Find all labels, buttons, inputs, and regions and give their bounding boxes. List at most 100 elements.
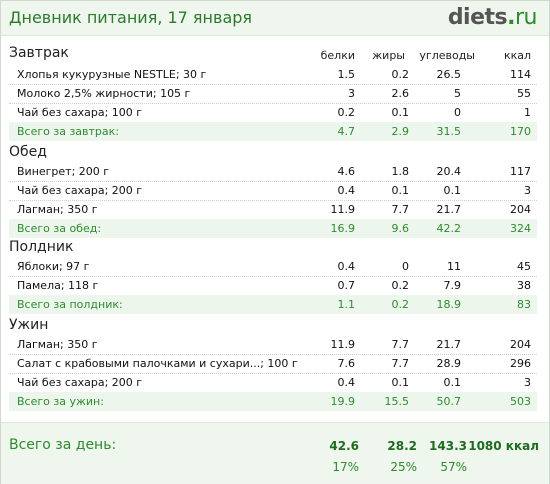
total-label: Всего за обед: bbox=[17, 222, 102, 235]
food-carbs: 21.7 bbox=[436, 203, 462, 216]
food-protein: 0.7 bbox=[337, 279, 356, 292]
food-row: Молоко 2,5% жирности; 105 г 3 2.6 5 55 bbox=[9, 84, 537, 104]
col-carbs: углеводы bbox=[419, 49, 475, 62]
food-protein: 11.9 bbox=[330, 338, 356, 351]
day-carbs-pct: 57% bbox=[440, 460, 467, 474]
food-carbs: 0.1 bbox=[443, 184, 462, 197]
food-row: Чай без сахара; 200 г 0.4 0.1 0.1 3 bbox=[9, 373, 537, 393]
food-name: Чай без сахара; 200 г bbox=[17, 376, 143, 389]
food-fat: 0.1 bbox=[391, 184, 410, 197]
total-fat: 0.2 bbox=[391, 298, 410, 311]
food-fat: 0.1 bbox=[391, 376, 410, 389]
meal-title: Ужин bbox=[9, 317, 49, 333]
food-row: Лагман; 350 г 11.9 7.7 21.7 204 bbox=[9, 335, 537, 355]
col-kcal: ккал bbox=[503, 49, 531, 62]
food-protein: 4.6 bbox=[337, 165, 356, 178]
food-name: Памела; 118 г bbox=[17, 279, 99, 292]
food-protein: 0.2 bbox=[337, 106, 356, 119]
food-carbs: 26.5 bbox=[436, 68, 462, 81]
col-protein: белки bbox=[320, 49, 355, 62]
col-fat: жиры bbox=[372, 49, 405, 62]
food-kcal: 55 bbox=[517, 87, 531, 100]
food-fat: 7.7 bbox=[391, 357, 410, 370]
food-kcal: 1 bbox=[524, 106, 531, 119]
food-kcal: 3 bbox=[524, 376, 531, 389]
day-total-label: Всего за день: bbox=[9, 437, 117, 453]
meal-total-row: Всего за завтрак: 4.7 2.9 31.5 170 bbox=[9, 122, 537, 141]
day-fat-pct: 25% bbox=[390, 460, 417, 474]
food-fat: 0.2 bbox=[391, 68, 410, 81]
meal-total-row: Всего за полдник: 1.1 0.2 18.9 83 bbox=[9, 295, 537, 314]
food-row: Чай без сахара; 200 г 0.4 0.1 0.1 3 bbox=[9, 181, 537, 201]
food-fat: 0.2 bbox=[391, 279, 410, 292]
food-kcal: 38 bbox=[517, 279, 531, 292]
food-kcal: 204 bbox=[510, 203, 531, 216]
food-kcal: 117 bbox=[510, 165, 531, 178]
day-carbs: 143.3 bbox=[429, 439, 467, 453]
food-name: Чай без сахара; 100 г bbox=[17, 106, 143, 119]
total-kcal: 503 bbox=[510, 395, 531, 408]
food-carbs: 0 bbox=[454, 106, 461, 119]
food-kcal: 3 bbox=[524, 184, 531, 197]
total-kcal: 170 bbox=[510, 125, 531, 138]
total-fat: 2.9 bbox=[391, 125, 410, 138]
day-fat: 28.2 bbox=[387, 439, 417, 453]
header-bar: Дневник питания, 17 января diets.ru bbox=[1, 1, 549, 36]
food-name: Хлопья кукурузные NESTLE; 30 г bbox=[17, 68, 207, 81]
total-protein: 1.1 bbox=[337, 298, 356, 311]
food-name: Яблоки; 97 г bbox=[17, 260, 90, 273]
total-label: Всего за завтрак: bbox=[17, 125, 120, 138]
food-kcal: 114 bbox=[510, 68, 531, 81]
total-carbs: 31.5 bbox=[436, 125, 462, 138]
food-fat: 2.6 bbox=[391, 87, 410, 100]
day-protein-pct: 17% bbox=[332, 460, 359, 474]
food-carbs: 0.1 bbox=[443, 376, 462, 389]
total-carbs: 50.7 bbox=[436, 395, 462, 408]
food-protein: 3 bbox=[348, 87, 355, 100]
food-fat: 7.7 bbox=[391, 203, 410, 216]
food-protein: 1.5 bbox=[337, 68, 356, 81]
logo-tld: ru bbox=[515, 5, 538, 30]
total-fat: 15.5 bbox=[384, 395, 410, 408]
food-protein: 0.4 bbox=[337, 376, 356, 389]
food-name: Винегрет; 200 г bbox=[17, 165, 110, 178]
day-total-panel: Всего за день: 42.6 28.2 143.3 1080 ккал… bbox=[1, 422, 549, 484]
food-row: Хлопья кукурузные NESTLE; 30 г 1.5 0.2 2… bbox=[9, 65, 537, 85]
total-fat: 9.6 bbox=[391, 222, 410, 235]
food-carbs: 28.9 bbox=[436, 357, 462, 370]
food-carbs: 11 bbox=[447, 260, 461, 273]
food-kcal: 45 bbox=[517, 260, 531, 273]
meal-total-row: Всего за ужин: 19.9 15.5 50.7 503 bbox=[9, 392, 537, 411]
food-name: Лагман; 350 г bbox=[17, 338, 98, 351]
food-fat: 1.8 bbox=[391, 165, 410, 178]
food-name: Лагман; 350 г bbox=[17, 203, 98, 216]
meal-title: Полдник bbox=[9, 239, 74, 255]
food-protein: 11.9 bbox=[330, 203, 356, 216]
food-carbs: 5 bbox=[454, 87, 461, 100]
total-carbs: 18.9 bbox=[436, 298, 462, 311]
total-carbs: 42.2 bbox=[436, 222, 462, 235]
food-fat: 7.7 bbox=[391, 338, 410, 351]
day-kcal: 1080 ккал bbox=[468, 439, 539, 453]
food-name: Чай без сахара; 200 г bbox=[17, 184, 143, 197]
food-fat: 0 bbox=[402, 260, 409, 273]
meal-title: Завтрак bbox=[9, 45, 69, 61]
total-kcal: 83 bbox=[517, 298, 531, 311]
meal-title: Обед bbox=[9, 144, 47, 160]
food-protein: 0.4 bbox=[337, 260, 356, 273]
food-row: Чай без сахара; 100 г 0.2 0.1 0 1 bbox=[9, 103, 537, 123]
food-row: Винегрет; 200 г 4.6 1.8 20.4 117 bbox=[9, 162, 537, 182]
food-carbs: 7.9 bbox=[443, 279, 462, 292]
food-name: Салат с крабовыми палочками и сухари...;… bbox=[17, 357, 298, 370]
food-row: Яблоки; 97 г 0.4 0 11 45 bbox=[9, 257, 537, 277]
food-carbs: 20.4 bbox=[436, 165, 462, 178]
food-fat: 0.1 bbox=[391, 106, 410, 119]
food-protein: 0.4 bbox=[337, 184, 356, 197]
diets-logo[interactable]: diets.ru bbox=[448, 5, 538, 30]
total-protein: 16.9 bbox=[330, 222, 356, 235]
total-protein: 19.9 bbox=[330, 395, 356, 408]
food-row: Салат с крабовыми палочками и сухари...;… bbox=[9, 354, 537, 374]
food-kcal: 204 bbox=[510, 338, 531, 351]
food-row: Лагман; 350 г 11.9 7.7 21.7 204 bbox=[9, 200, 537, 220]
